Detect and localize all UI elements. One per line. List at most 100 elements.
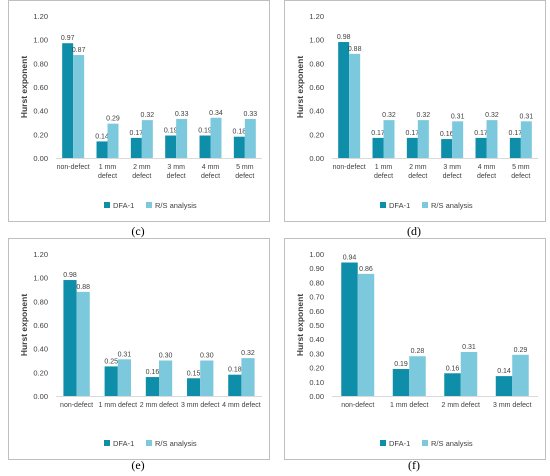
chart-frame	[284, 0, 546, 222]
bar-dfa	[104, 366, 118, 396]
data-label: 0.32	[141, 112, 155, 119]
x-tick-label: non-defect	[57, 164, 90, 171]
bar-dfa	[509, 137, 521, 158]
x-tick-label: non-defect	[333, 164, 366, 171]
data-label: 0.19	[394, 361, 408, 368]
legend-label: DFA-1	[389, 201, 410, 210]
x-tick-label: 1 mm defect	[390, 402, 429, 409]
x-tick-label: defect	[477, 173, 496, 180]
bar-dfa	[145, 377, 159, 396]
x-tick-label: 4 mm	[202, 164, 220, 171]
y-tick-label: 0.80	[309, 59, 324, 68]
data-label: 0.25	[104, 358, 118, 365]
y-tick-label: 0.20	[309, 130, 324, 139]
y-tick-label: 1.00	[309, 250, 324, 259]
bar-chart-c: 0.00 0.20 0.40 0.60 0.80 1.00 1.20 Hurst expone…	[8, 0, 270, 222]
data-label: 0.16	[446, 365, 460, 372]
x-tick-label: 1 mm	[375, 164, 393, 171]
chart-frame	[8, 0, 270, 222]
data-label: 0.88	[76, 284, 90, 291]
y-tick-label: 0.00	[309, 154, 324, 163]
x-tick-label: 4 mm defect	[222, 402, 261, 409]
y-tick-label: 0.80	[33, 297, 48, 306]
data-label: 0.19	[164, 128, 178, 135]
bar-dfa	[228, 374, 242, 396]
legend-swatch	[104, 440, 110, 446]
chart-frame	[8, 238, 270, 460]
data-label: 0.17	[130, 130, 144, 137]
data-label: 0.15	[187, 370, 201, 377]
x-tick-label: 2 mm	[409, 164, 427, 171]
bar-dfa	[165, 135, 177, 158]
bar-dfa	[96, 141, 108, 158]
y-tick-label: 0.60	[33, 83, 48, 92]
x-tick-label: 3 mm	[167, 164, 185, 171]
bar-dfa	[444, 373, 461, 396]
y-tick-label: 0.60	[309, 83, 324, 92]
caption-f: (f)	[408, 458, 420, 472]
x-tick-label: 1 mm defect	[99, 402, 138, 409]
legend-label: R/S analysis	[431, 439, 473, 448]
data-label: 0.98	[63, 272, 77, 279]
data-label: 0.97	[61, 35, 75, 42]
y-tick-label: 0.40	[33, 345, 48, 354]
data-label: 0.32	[417, 112, 431, 119]
data-label: 0.17	[474, 130, 488, 137]
data-label: 0.29	[106, 116, 120, 123]
x-tick-label: non-defect	[60, 402, 93, 409]
bar-rs	[210, 117, 222, 158]
bar-dfa	[233, 136, 245, 158]
bar-rs	[452, 121, 464, 158]
bar-rs	[76, 291, 90, 396]
data-label: 0.88	[348, 46, 362, 53]
legend-label: DFA-1	[113, 201, 134, 210]
chart-panel-c: 0.00 0.20 0.40 0.60 0.80 1.00 1.20 Hurst expone…	[8, 0, 270, 222]
x-tick-label: defect	[201, 173, 220, 180]
bar-rs	[486, 120, 498, 158]
bar-rs	[117, 359, 131, 396]
bar-dfa	[130, 137, 142, 158]
y-tick-label: 1.20	[33, 250, 48, 259]
bar-rs	[460, 351, 478, 396]
bar-rs	[349, 53, 361, 158]
y-tick-label: 0.60	[33, 321, 48, 330]
chart-panel-e: 0.00 0.20 0.40 0.60 0.80 1.00 1.20 Hurst expone…	[8, 238, 270, 460]
y-tick-label: 0.70	[309, 293, 324, 302]
legend-swatch	[422, 440, 428, 446]
data-label: 0.19	[198, 128, 212, 135]
data-label: 0.31	[451, 113, 465, 120]
x-tick-label: 5 mm	[512, 164, 530, 171]
bar-dfa	[187, 378, 201, 396]
data-label: 0.17	[509, 130, 523, 137]
y-tick-label: 0.60	[309, 307, 324, 316]
y-tick-label: 0.10	[309, 378, 324, 387]
bar-rs	[159, 360, 173, 396]
y-tick-label: 0.40	[309, 107, 324, 116]
x-tick-label: defect	[374, 173, 393, 180]
bar-chart-f: 0.00 0.10 0.20 0.30 0.40 0.50 0.60 0.70 0.80 0.90…	[284, 238, 546, 460]
data-label: 0.17	[371, 130, 385, 137]
y-tick-label: 0.80	[33, 59, 48, 68]
legend-label: R/S analysis	[155, 439, 197, 448]
legend-swatch	[146, 440, 152, 446]
x-tick-label: 4 mm	[478, 164, 496, 171]
y-tick-label: 1.00	[309, 36, 324, 45]
bar-rs	[141, 120, 153, 158]
y-axis-label: Hurst exponent	[19, 294, 29, 357]
y-tick-label: 0.40	[33, 107, 48, 116]
x-tick-label: defect	[443, 173, 462, 180]
bar-rs	[244, 118, 256, 158]
data-label: 0.33	[175, 111, 189, 118]
caption-c: (c)	[131, 224, 145, 238]
data-label: 0.98	[337, 34, 351, 41]
bar-rs	[409, 356, 426, 396]
data-label: 0.18	[233, 129, 247, 136]
y-tick-label: 0.90	[309, 264, 324, 273]
bar-dfa	[441, 139, 453, 158]
bar-dfa	[406, 137, 418, 158]
data-label: 0.17	[406, 130, 420, 137]
y-tick-label: 1.00	[33, 274, 48, 283]
data-label: 0.29	[514, 347, 528, 354]
x-tick-label: defect	[408, 173, 427, 180]
y-tick-label: 0.50	[309, 321, 324, 330]
